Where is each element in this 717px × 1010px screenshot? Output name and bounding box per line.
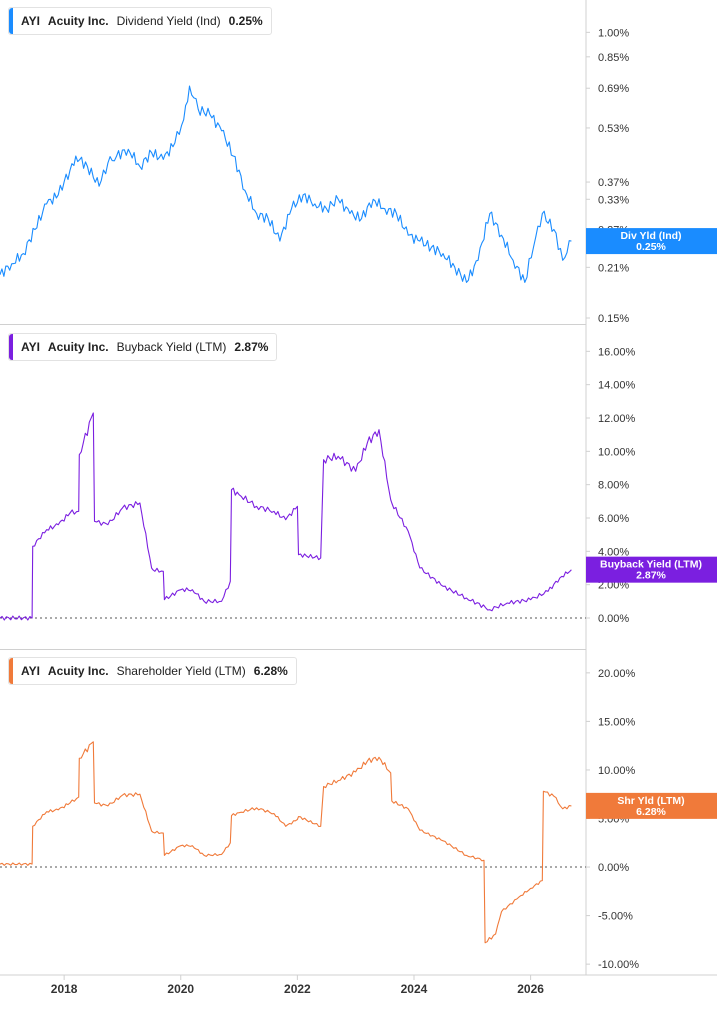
x-tick-label: 2018	[51, 982, 78, 996]
legend-ticker: AYI	[21, 340, 40, 354]
legend-swatch	[9, 8, 13, 34]
x-tick-label: 2026	[517, 982, 544, 996]
y-tick-label: 0.69%	[598, 83, 629, 95]
x-tick-label: 2020	[167, 982, 194, 996]
y-tick-label: 20.00%	[598, 668, 636, 680]
y-tick-label: 4.00%	[598, 546, 629, 558]
y-tick-label: 10.00%	[598, 446, 636, 458]
y-tick-label: 14.00%	[598, 380, 636, 392]
legend-value: 0.25%	[228, 14, 263, 28]
value-tag-label: Div Yld (Ind)	[620, 230, 681, 242]
value-tag	[586, 556, 717, 583]
y-tick-label: 0.00%	[598, 862, 629, 874]
y-tick-label: 0.21%	[598, 262, 629, 274]
y-tick-label: 6.00%	[598, 513, 629, 525]
value-tag-value: 0.25%	[636, 241, 666, 253]
value-tag	[586, 228, 717, 255]
x-tick-label: 2022	[284, 982, 311, 996]
y-tick-label: 0.53%	[598, 123, 629, 135]
y-tick-label: 16.00%	[598, 346, 636, 358]
y-tick-label: 1.00%	[598, 27, 629, 39]
legend-company: Acuity Inc.	[47, 664, 109, 678]
series-line	[0, 412, 572, 621]
y-tick-label: 10.00%	[598, 765, 636, 777]
legend-value: 2.87%	[234, 340, 269, 354]
legend-value: 6.28%	[253, 664, 288, 678]
legend-swatch	[9, 334, 13, 360]
series-line	[0, 741, 572, 944]
legend-metric: Buyback Yield (LTM)	[116, 340, 227, 354]
legend-ticker: AYI	[21, 664, 40, 678]
value-tag-value: 6.28%	[636, 806, 666, 818]
legend-metric: Dividend Yield (Ind)	[116, 14, 221, 28]
y-tick-label: -10.00%	[598, 959, 639, 971]
legend-dividend-yield[interactable]: AYI Acuity Inc. Dividend Yield (Ind) 0.2…	[8, 7, 272, 35]
value-tag-label: Shr Yld (LTM)	[617, 795, 684, 807]
y-tick-label: 0.85%	[598, 52, 629, 64]
series-line	[0, 85, 572, 283]
legend-company: Acuity Inc.	[47, 14, 109, 28]
legend-company: Acuity Inc.	[47, 340, 109, 354]
legend-ticker: AYI	[21, 14, 40, 28]
legend-shareholder-yield[interactable]: AYI Acuity Inc. Shareholder Yield (LTM) …	[8, 657, 297, 685]
y-tick-label: 0.00%	[598, 613, 629, 625]
y-tick-label: 0.15%	[598, 313, 629, 325]
value-tag-label: Buyback Yield (LTM)	[600, 559, 702, 571]
y-tick-label: 0.33%	[598, 194, 629, 206]
value-tag	[586, 792, 717, 819]
y-tick-label: -5.00%	[598, 911, 633, 923]
value-tag-value: 2.87%	[636, 570, 666, 582]
legend-swatch	[9, 658, 13, 684]
y-tick-label: 0.37%	[598, 177, 629, 189]
y-tick-label: 15.00%	[598, 716, 636, 728]
legend-metric: Shareholder Yield (LTM)	[116, 664, 246, 678]
y-tick-label: 8.00%	[598, 480, 629, 492]
legend-buyback-yield[interactable]: AYI Acuity Inc. Buyback Yield (LTM) 2.87…	[8, 333, 278, 361]
y-tick-label: 12.00%	[598, 413, 636, 425]
x-tick-label: 2024	[401, 982, 428, 996]
